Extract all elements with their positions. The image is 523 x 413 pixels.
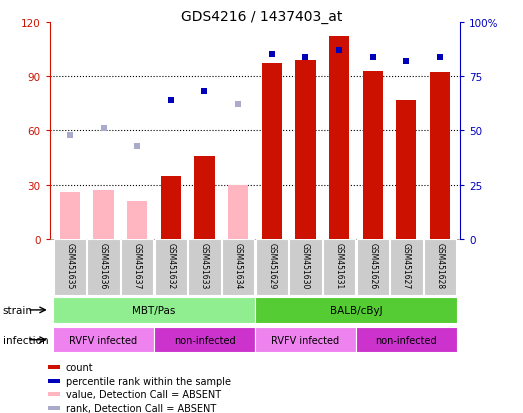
Bar [53, 327, 154, 353]
Bar [154, 327, 255, 353]
Text: RVFV infected: RVFV infected [70, 335, 138, 345]
Bar [323, 240, 355, 295]
Text: GSM451626: GSM451626 [368, 242, 377, 288]
Bar [54, 240, 86, 295]
Bar [94, 191, 113, 240]
Bar [430, 74, 450, 240]
Text: GDS4216 / 1437403_at: GDS4216 / 1437403_at [181, 10, 342, 24]
Bar [195, 157, 214, 240]
Bar [357, 240, 389, 295]
Bar [295, 61, 315, 240]
Text: GSM451634: GSM451634 [234, 242, 243, 289]
Text: GSM451630: GSM451630 [301, 242, 310, 289]
Text: count: count [66, 363, 94, 373]
Bar [53, 297, 255, 323]
Bar [396, 100, 416, 240]
Text: GSM451637: GSM451637 [133, 242, 142, 289]
Bar [48, 406, 60, 410]
Text: GSM451629: GSM451629 [267, 242, 276, 288]
Text: GSM451632: GSM451632 [166, 242, 175, 288]
Bar [161, 176, 181, 240]
Text: value, Detection Call = ABSENT: value, Detection Call = ABSENT [66, 389, 221, 399]
Text: infection: infection [3, 335, 48, 345]
Bar [87, 240, 120, 295]
Bar [255, 327, 356, 353]
Bar [256, 240, 288, 295]
Text: non-infected: non-infected [174, 335, 235, 345]
Bar [356, 327, 457, 353]
Bar [121, 240, 153, 295]
Text: percentile rank within the sample: percentile rank within the sample [66, 376, 231, 386]
Bar [362, 71, 383, 240]
Text: BALB/cByJ: BALB/cByJ [329, 305, 382, 315]
Bar [255, 297, 457, 323]
Text: GSM451627: GSM451627 [402, 242, 411, 288]
Bar [188, 240, 221, 295]
Bar [289, 240, 322, 295]
Text: rank, Detection Call = ABSENT: rank, Detection Call = ABSENT [66, 403, 216, 413]
Text: GSM451635: GSM451635 [65, 242, 74, 289]
Bar [48, 379, 60, 383]
Text: MBT/Pas: MBT/Pas [132, 305, 176, 315]
Text: strain: strain [3, 305, 32, 315]
Bar [262, 64, 282, 240]
Text: non-infected: non-infected [376, 335, 437, 345]
Bar [48, 392, 60, 396]
Bar [329, 37, 349, 240]
Text: RVFV infected: RVFV infected [271, 335, 339, 345]
Text: GSM451636: GSM451636 [99, 242, 108, 289]
Bar [155, 240, 187, 295]
Bar [48, 366, 60, 370]
Bar [424, 240, 456, 295]
Bar [222, 240, 254, 295]
Text: GSM451628: GSM451628 [436, 242, 445, 288]
Text: GSM451631: GSM451631 [335, 242, 344, 288]
Text: GSM451633: GSM451633 [200, 242, 209, 289]
Bar [60, 192, 80, 240]
Bar [390, 240, 423, 295]
Bar [228, 185, 248, 240]
Bar [127, 202, 147, 240]
